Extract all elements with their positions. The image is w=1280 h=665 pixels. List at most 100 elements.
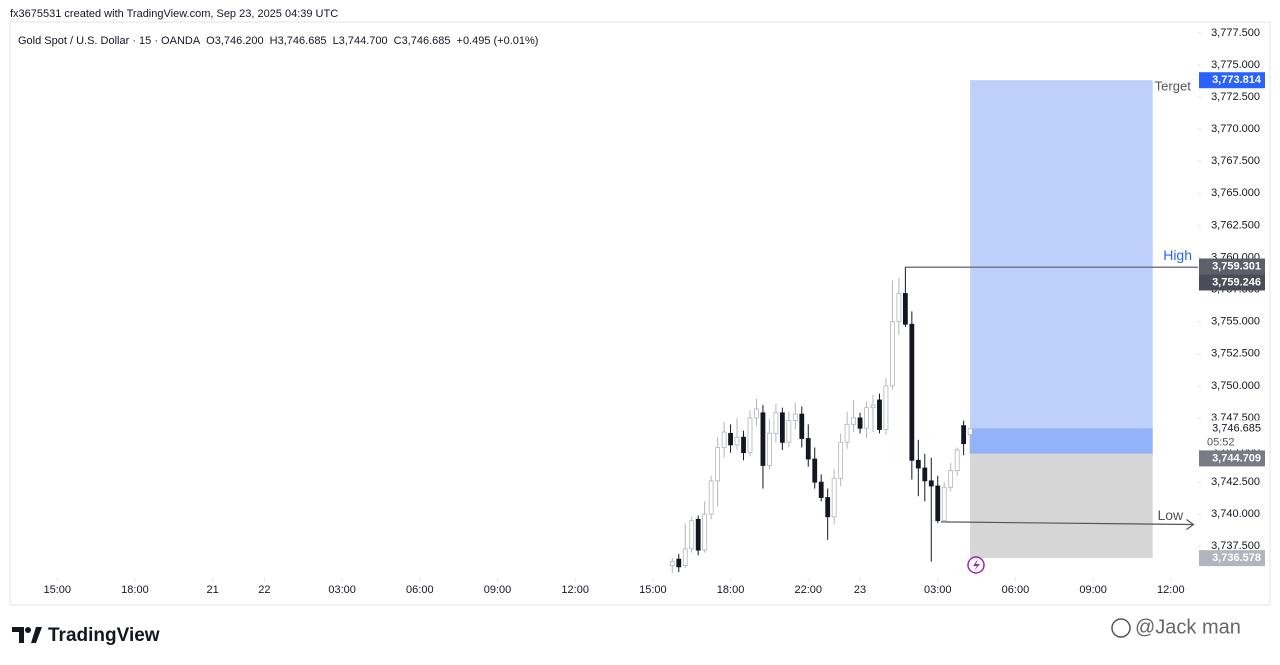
candle-up	[864, 407, 869, 429]
tv-logo: TradingView	[12, 625, 160, 646]
price-label: 3,746.685	[1212, 422, 1261, 434]
legend-ohlc: H3,746.685	[270, 35, 327, 47]
candle-down	[741, 436, 746, 454]
candle-up	[669, 561, 675, 566]
x-tick-label: 18:00	[121, 584, 149, 596]
candle-up	[948, 470, 954, 488]
legend-ohlc: O3,746.200	[206, 35, 264, 47]
candle-down	[695, 518, 701, 551]
legend-ohlc: C3,746.685	[394, 35, 451, 47]
candle-up	[792, 413, 798, 421]
candle-up	[721, 431, 727, 448]
candle-down	[779, 412, 785, 443]
candle-up	[890, 321, 895, 387]
price-label-bg	[1199, 450, 1265, 467]
candle-down	[915, 459, 921, 469]
x-tick-label: 03:00	[328, 584, 356, 596]
candle-down	[799, 413, 805, 439]
candle-up	[689, 520, 695, 550]
price-label-bg	[1199, 420, 1265, 437]
price-label-bg	[1199, 274, 1265, 291]
candle-down	[857, 417, 863, 429]
candle-down	[877, 399, 882, 430]
candle-down	[961, 425, 967, 445]
x-tick-label: 22	[258, 584, 270, 596]
legend-change: +0.495 (+0.01%)	[457, 35, 539, 47]
candle-up	[954, 449, 960, 471]
y-tick-label: 3,755.000	[1211, 316, 1260, 328]
countdown-bg	[1199, 435, 1265, 450]
y-tick-label: 3,740.000	[1211, 508, 1260, 520]
candle-up	[702, 513, 708, 551]
candle-down	[805, 438, 811, 460]
plot: Terget High Low	[669, 79, 1198, 574]
candle-down	[760, 412, 766, 466]
candle-up	[734, 436, 740, 446]
countdown: 05:52	[1207, 436, 1235, 448]
y-tick-label: 3,762.500	[1211, 219, 1260, 231]
price-label-bg	[1199, 72, 1265, 89]
x-tick-label: 22:00	[794, 584, 822, 596]
x-tick-label: 15:00	[639, 584, 667, 596]
logo-text: TradingView	[48, 625, 160, 646]
legend-ohlc: L3,744.700	[333, 35, 388, 47]
candle-down	[825, 497, 831, 518]
low-label: Low	[1157, 507, 1184, 523]
arrow-head	[1186, 518, 1195, 530]
price-label: 3,773.814	[1212, 74, 1262, 86]
candle-up	[715, 447, 721, 482]
candle-up	[747, 417, 753, 454]
price-label: 3,744.709	[1212, 452, 1261, 464]
y-tick-label: 3,777.500	[1211, 27, 1260, 39]
y-tick-label: 3,752.500	[1211, 348, 1260, 360]
candle-up	[786, 420, 792, 443]
candle-up	[708, 480, 714, 515]
candle-down	[928, 480, 934, 487]
y-tick-label: 3,737.500	[1211, 540, 1260, 552]
candle-down	[935, 485, 941, 522]
price-label: 3,759.301	[1212, 260, 1261, 272]
x-tick-label: 23	[854, 584, 866, 596]
y-tick-label: 3,775.000	[1211, 59, 1260, 71]
candle-up	[767, 432, 772, 466]
candle-up	[838, 441, 844, 479]
watermark: @Jack man	[1111, 616, 1241, 638]
candle-up	[682, 548, 688, 566]
candle-down	[909, 323, 915, 461]
low-arrow	[940, 521, 1194, 526]
candle-up	[844, 423, 850, 443]
y-tick-label: 3,765.000	[1211, 187, 1260, 199]
candle-down	[818, 481, 824, 498]
price-label: 3,759.246	[1212, 276, 1261, 288]
x-tick-label: 09:00	[484, 584, 512, 596]
high-label: High	[1163, 247, 1192, 263]
legend-symbol: Gold Spot / U.S. Dollar · 15 · OANDA	[18, 35, 201, 47]
x-tick-label: 09:00	[1079, 584, 1107, 596]
x-tick-label: 12:00	[561, 584, 589, 596]
header: fx3675531 created with TradingView.com, …	[10, 8, 338, 20]
candle-down	[812, 458, 818, 483]
y-tick-label: 3,750.000	[1211, 380, 1260, 392]
legend: Gold Spot / U.S. Dollar · 15 · OANDA O3,…	[18, 35, 538, 47]
alert-bolt	[973, 559, 980, 571]
y-tick-label: 3,772.500	[1211, 91, 1260, 103]
candle-up	[870, 404, 876, 409]
candle-down	[922, 467, 928, 482]
y-tick-label: 3,770.000	[1211, 123, 1260, 135]
watermark-text: @Jack man	[1135, 616, 1241, 638]
candle-down	[676, 558, 682, 568]
profit-zone	[970, 428, 1153, 454]
stop-zone	[970, 453, 1153, 559]
price-label-bg	[1199, 258, 1265, 275]
x-tick-label: 06:00	[1002, 584, 1030, 596]
x-tick-label: 06:00	[406, 584, 434, 596]
x-tick-label: 03:00	[924, 584, 952, 596]
candle-up	[773, 412, 779, 434]
candle-up	[896, 293, 902, 323]
x-tick-label: 18:00	[717, 584, 745, 596]
candle-up	[967, 428, 973, 436]
x-tick-label: 21	[207, 584, 219, 596]
x-tick-label: 12:00	[1157, 584, 1185, 596]
